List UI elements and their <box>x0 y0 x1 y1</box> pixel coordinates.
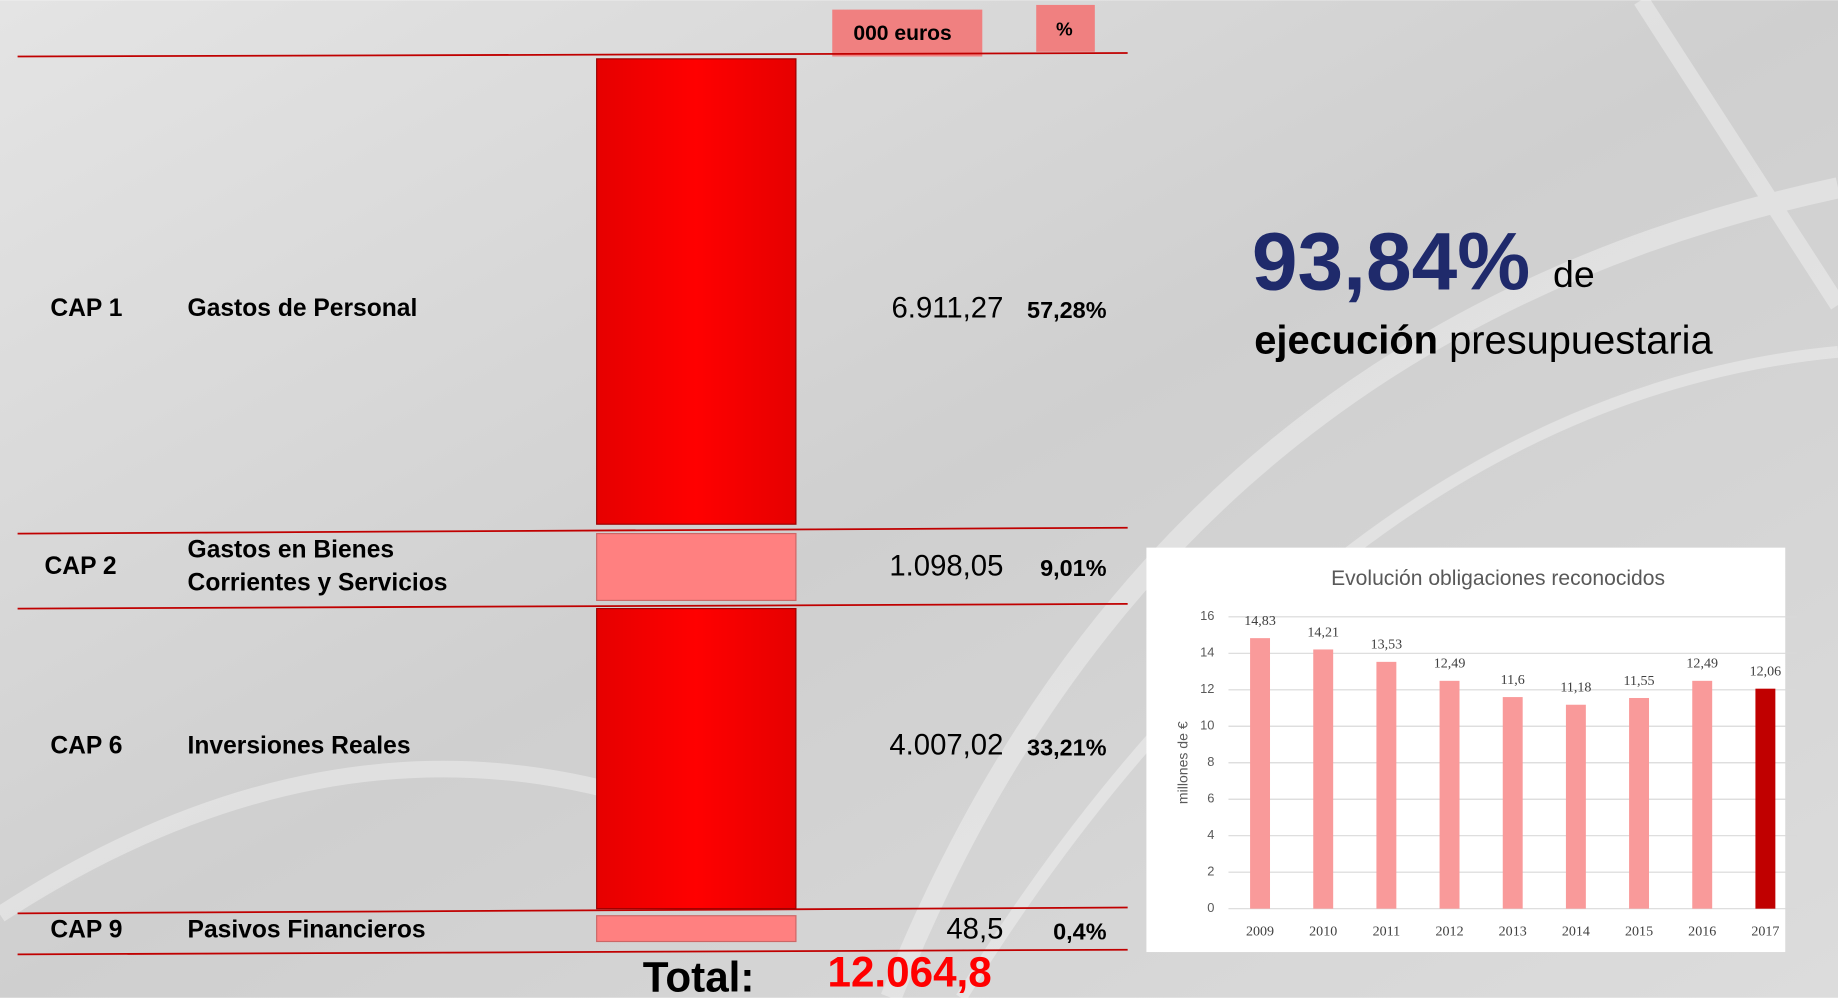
y-tick-label: 16 <box>1200 608 1214 623</box>
units-box <box>832 9 983 57</box>
units-box <box>1036 4 1095 52</box>
bar-segment <box>596 532 797 601</box>
separators <box>17 52 1128 956</box>
headline-word: ejecución <box>1254 318 1438 362</box>
bar-segment <box>596 915 797 943</box>
value-label: 12,49 <box>1434 656 1466 672</box>
units-share: % <box>1056 19 1073 40</box>
chart: Evolución obligaciones reconocidos millon… <box>1175 567 1797 939</box>
bar <box>1439 680 1460 909</box>
cap-code: CAP 1 <box>50 295 122 322</box>
chart-title: Evolución obligaciones reconocidos <box>1331 567 1665 590</box>
x-tick-label: 2010 <box>1309 923 1337 939</box>
bar <box>1376 661 1397 909</box>
chart-panel <box>1146 547 1786 953</box>
row-amount: 6.911,27 <box>892 291 1004 324</box>
row-label: Corrientes y Servicios <box>188 569 448 596</box>
y-tick-label: 2 <box>1207 864 1214 879</box>
cap-code: CAP 6 <box>50 732 122 759</box>
value-label: 14,83 <box>1244 613 1276 629</box>
bar <box>1313 649 1334 909</box>
bar-segment <box>596 608 797 910</box>
total-label: Total: <box>643 953 755 998</box>
headline-figure: 93,84% <box>1252 216 1530 307</box>
row-amount: 1.098,05 <box>889 549 1003 582</box>
x-tick-label: 2009 <box>1246 923 1274 939</box>
value-label: 11,55 <box>1624 673 1655 689</box>
value-label: 11,18 <box>1560 680 1591 696</box>
row-label: Gastos de Personal <box>188 295 418 322</box>
cap-code: CAP 9 <box>50 916 122 943</box>
row-label: Pasivos Financieros <box>188 916 426 943</box>
y-tick-label: 14 <box>1200 645 1214 660</box>
x-tick-label: 2016 <box>1688 923 1716 939</box>
y-tick-label: 6 <box>1207 791 1214 806</box>
x-tick-label: 2017 <box>1751 923 1779 939</box>
headline-word: presupuestaria <box>1449 318 1713 362</box>
row-amount: 4.007,02 <box>889 729 1003 762</box>
cap-code: CAP 2 <box>45 553 117 580</box>
total-value: 12.064,8 <box>828 949 992 996</box>
row-share: 57,28% <box>1027 297 1107 323</box>
x-tick-label: 2012 <box>1436 923 1464 939</box>
bar <box>1250 638 1271 909</box>
headline-line1: 93,84% de <box>1252 216 1595 307</box>
row-share: 0,4% <box>1053 918 1107 944</box>
y-tick-label: 10 <box>1200 718 1214 733</box>
row-share: 9,01% <box>1040 555 1107 581</box>
x-tick-label: 2013 <box>1499 923 1527 939</box>
bar <box>1755 688 1776 909</box>
row-label: Gastos en Bienes <box>188 537 395 564</box>
y-axis-label: millones de € <box>1175 721 1191 804</box>
bar <box>1692 680 1713 909</box>
value-label: 13,53 <box>1371 637 1403 653</box>
y-tick-label: 0 <box>1207 900 1214 915</box>
value-label: 12,06 <box>1750 664 1782 680</box>
row-label: Inversiones Reales <box>188 732 411 759</box>
bar <box>1502 697 1523 909</box>
y-tick-label: 8 <box>1207 754 1214 769</box>
value-label: 12,49 <box>1686 656 1718 672</box>
rows: CAP 1 Gastos de Personal 6.911,27 57,28% CAP… <box>45 291 1107 945</box>
x-tick-label: 2015 <box>1625 923 1653 939</box>
x-tick-label: 2014 <box>1562 923 1590 939</box>
bar <box>1565 704 1586 909</box>
value-label: 11,6 <box>1501 672 1525 688</box>
y-tick-label: 12 <box>1200 681 1214 696</box>
headline-line2: ejecución presupuestaria <box>1254 318 1713 362</box>
x-tick-label: 2011 <box>1373 923 1401 939</box>
row-amount: 48,5 <box>946 913 1003 946</box>
units-amount: 000 euros <box>853 22 951 45</box>
bar <box>1629 697 1650 909</box>
row-share: 33,21% <box>1027 734 1107 760</box>
headline-word: de <box>1553 253 1595 295</box>
value-label: 14,21 <box>1307 624 1339 640</box>
bar-segment <box>596 58 797 525</box>
y-tick-label: 4 <box>1207 827 1214 842</box>
